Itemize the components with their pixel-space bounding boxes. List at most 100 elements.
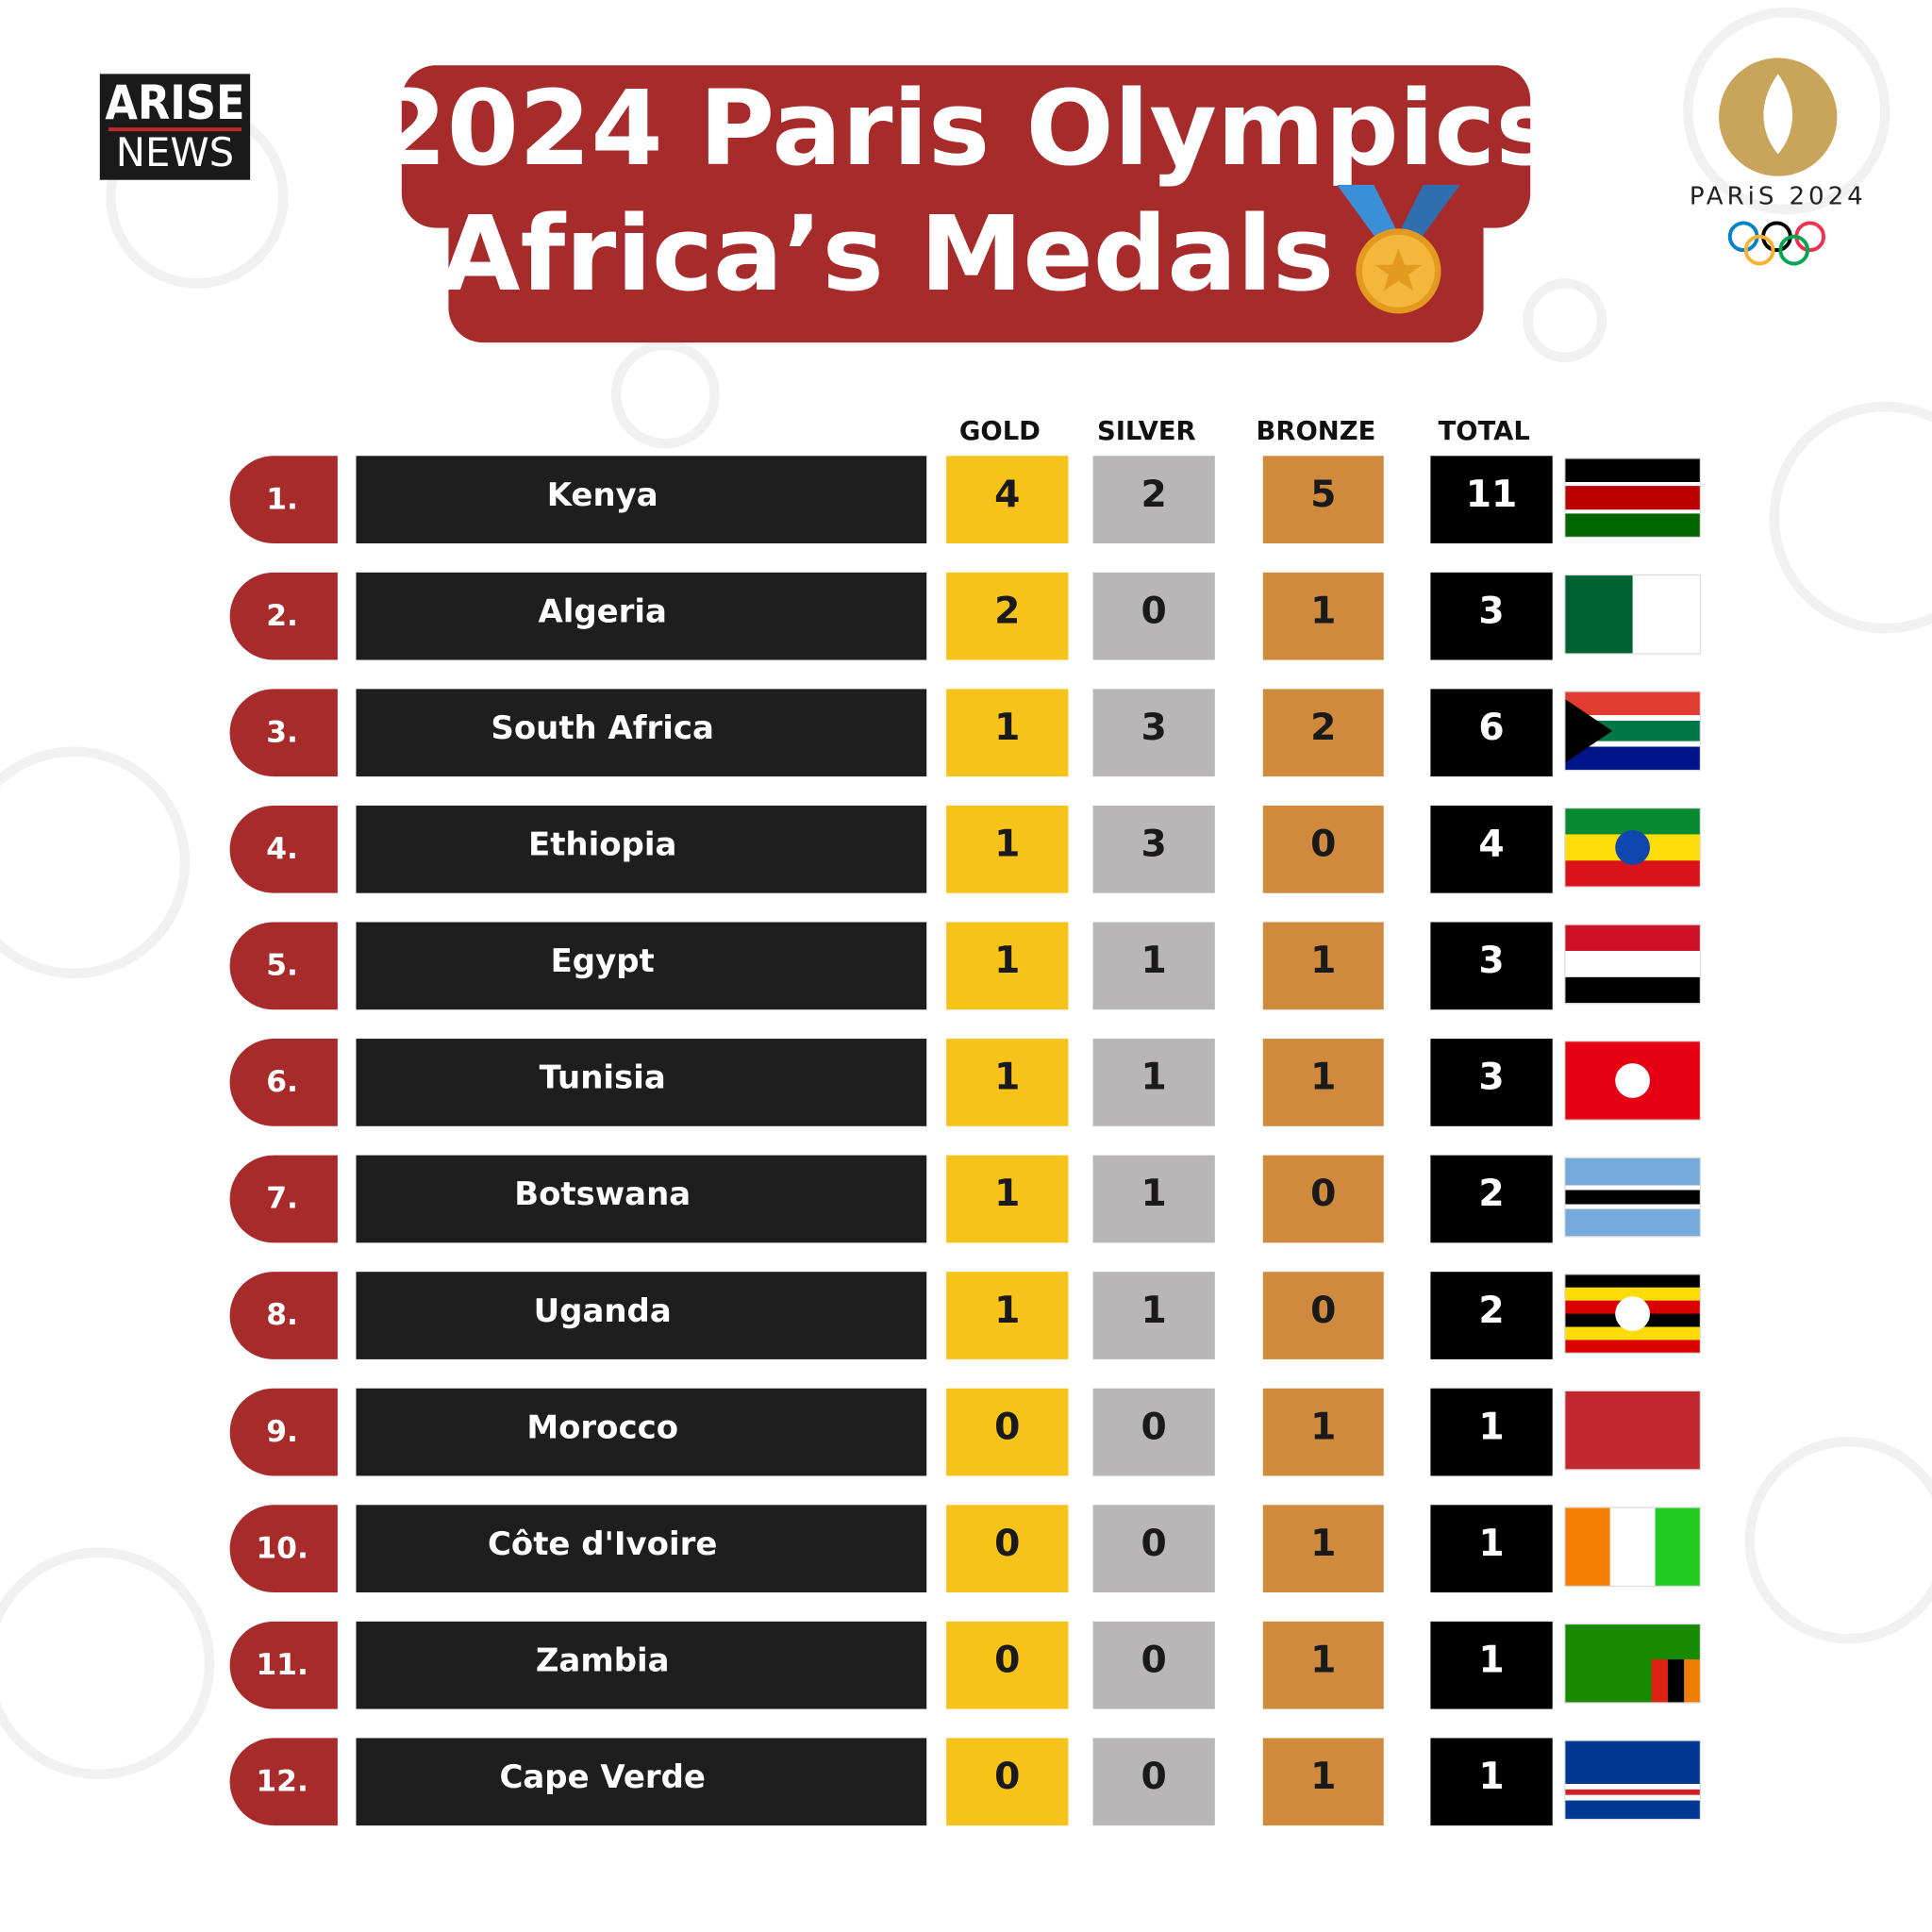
medal-count: 0 xyxy=(1141,1523,1167,1565)
medal-count: 0 xyxy=(1141,590,1167,632)
medal-count: 2 xyxy=(1141,474,1167,516)
medal-cell xyxy=(1092,456,1215,543)
medal-count: 1 xyxy=(1310,1756,1336,1798)
medal-count: 1 xyxy=(1141,1290,1167,1332)
rank: 7. xyxy=(266,1182,298,1216)
medal-count: 0 xyxy=(1141,1406,1167,1448)
medal-cell xyxy=(1430,1738,1553,1826)
country: Algeria xyxy=(538,592,666,630)
medal-count: 3 xyxy=(1141,824,1167,866)
medal-cell xyxy=(1430,689,1553,777)
flag-stripe xyxy=(1609,1507,1656,1587)
medal-count: 0 xyxy=(1141,1756,1167,1798)
medal-cell xyxy=(946,456,1069,543)
flag-stripe xyxy=(1564,741,1701,747)
rank-pill xyxy=(229,1738,338,1826)
column-header: GOLD xyxy=(959,417,1041,446)
medal-cell xyxy=(1262,922,1384,1010)
medal-count: 1 xyxy=(1141,940,1167,982)
flag-shape xyxy=(1615,1296,1651,1331)
flag-stripe xyxy=(1564,513,1701,538)
country-box xyxy=(356,1039,927,1126)
flag xyxy=(1564,691,1702,772)
flag-stripe xyxy=(1564,1208,1701,1238)
medal-cell xyxy=(946,1272,1069,1359)
medal-count: 1 xyxy=(994,707,1020,749)
country-box xyxy=(356,1388,927,1476)
column-header: BRONZE xyxy=(1257,417,1376,446)
rank-pill xyxy=(229,1388,338,1476)
rank-pill xyxy=(229,689,338,777)
medal-cell xyxy=(946,1388,1069,1476)
rank: 5. xyxy=(266,949,298,983)
country: Ethiopia xyxy=(528,826,676,864)
medal-count: 6 xyxy=(1478,707,1504,749)
flag-stripe xyxy=(1564,1784,1701,1790)
paris-logo xyxy=(1719,58,1838,266)
medal-count: 2 xyxy=(1310,707,1336,749)
country: Tunisia xyxy=(540,1059,666,1097)
country-box xyxy=(356,689,927,777)
flag-border xyxy=(1564,1157,1702,1238)
flag-stripe xyxy=(1564,860,1701,888)
medal-count: 1 xyxy=(994,940,1020,982)
flag-stripe xyxy=(1564,1287,1701,1302)
flag-shape xyxy=(1615,1063,1651,1098)
flag-border xyxy=(1564,1740,1702,1821)
country-box xyxy=(356,456,927,543)
flag-border xyxy=(1564,691,1702,772)
medal-count: 1 xyxy=(1310,1523,1336,1565)
medal-cell xyxy=(1262,689,1384,777)
flag-stripe xyxy=(1564,1391,1701,1471)
flag-stripe xyxy=(1564,715,1701,722)
medal-cell xyxy=(946,689,1069,777)
medal-count: 1 xyxy=(1141,1057,1167,1099)
country-box xyxy=(356,1272,927,1359)
flag-stripe xyxy=(1564,1340,1701,1354)
medal-cell xyxy=(1092,1621,1215,1709)
country: Egypt xyxy=(551,942,655,980)
logo-text: NEWS xyxy=(116,129,235,175)
rank: 1. xyxy=(266,482,298,516)
medal-count: 0 xyxy=(994,1523,1020,1565)
flag-shape xyxy=(1564,698,1613,763)
medal-cell xyxy=(1092,572,1215,660)
medal-cell xyxy=(1430,456,1553,543)
country-box xyxy=(356,1155,927,1243)
background-pattern xyxy=(0,7,1932,1780)
country-box xyxy=(356,1505,927,1593)
flag-shape xyxy=(1651,1659,1668,1704)
flag xyxy=(1564,1390,1702,1471)
flag xyxy=(1564,924,1702,1005)
medal-count: 1 xyxy=(1478,1756,1504,1798)
flag-stripe xyxy=(1564,486,1701,510)
medal-cell xyxy=(1430,1388,1553,1476)
flag xyxy=(1564,1623,1702,1704)
flag-stripe xyxy=(1564,575,1634,655)
medal-cell xyxy=(1092,1505,1215,1593)
medal-cell xyxy=(1430,805,1553,893)
flag-stripe xyxy=(1564,481,1701,487)
medal-count: 1 xyxy=(1310,1057,1336,1099)
medal-count: 3 xyxy=(1478,940,1504,982)
medal-count: 0 xyxy=(994,1406,1020,1448)
flag-shape xyxy=(1684,1659,1701,1704)
flag-border xyxy=(1564,1507,1702,1588)
rank-pill xyxy=(229,922,338,1010)
rank: 8. xyxy=(266,1298,298,1332)
medal-count: 0 xyxy=(1310,824,1336,866)
logo-text: ARISE xyxy=(105,75,244,130)
medal-cell xyxy=(1092,922,1215,1010)
rank: 4. xyxy=(266,832,298,866)
medal-cell xyxy=(1262,1388,1384,1476)
medal-cell xyxy=(1262,456,1384,543)
medal-count: 1 xyxy=(1310,1406,1336,1448)
flag-stripe xyxy=(1564,1185,1701,1191)
medal-cell xyxy=(1092,1388,1215,1476)
country: Zambia xyxy=(536,1641,670,1679)
rank: 3. xyxy=(266,715,298,749)
medal-count: 11 xyxy=(1466,474,1518,516)
country-box xyxy=(356,805,927,893)
flag-stripe xyxy=(1564,1190,1701,1205)
flag xyxy=(1564,1274,1702,1355)
